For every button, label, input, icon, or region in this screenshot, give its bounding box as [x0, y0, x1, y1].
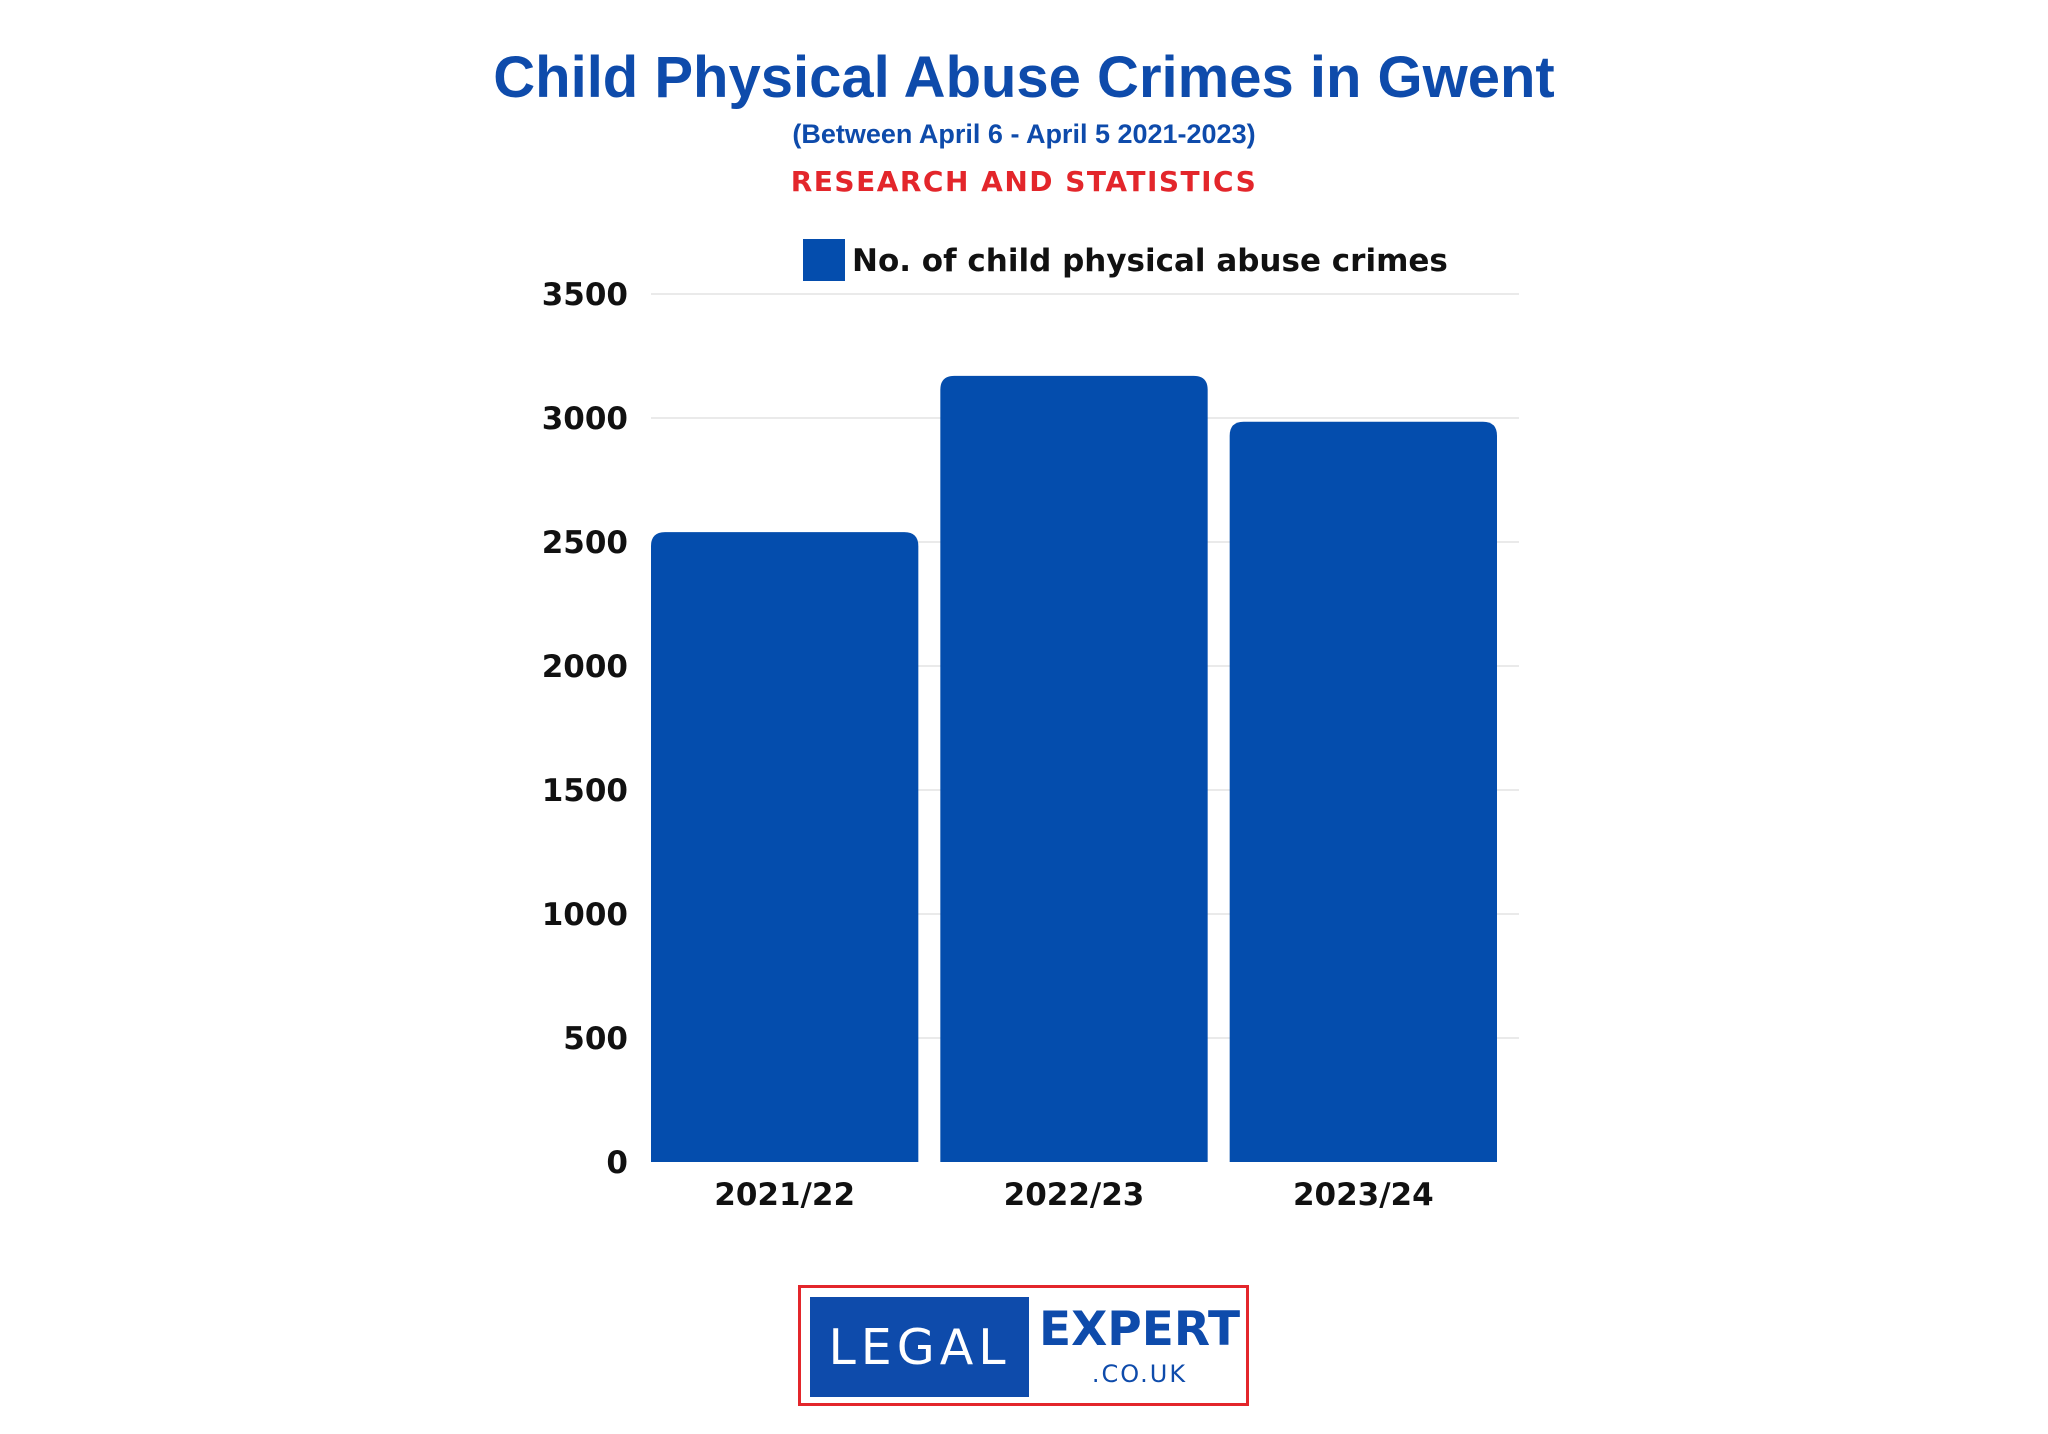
- y-axis-ticks: 0 500 1000 1500 2000 2500 3000 3500: [542, 277, 628, 1181]
- bar-2021-22: [651, 532, 919, 1162]
- logo-expert-text: EXPERT: [1038, 1302, 1241, 1357]
- legend-swatch: [803, 239, 845, 281]
- y-tick-label: 3500: [542, 277, 628, 313]
- bar-2023-24: [1229, 421, 1497, 1163]
- x-tick-label: 2021/22: [714, 1177, 855, 1213]
- chart-title: Child Physical Abuse Crimes in Gwent: [493, 45, 1555, 110]
- y-tick-label: 500: [563, 1021, 628, 1057]
- x-axis-ticks: 2021/22 2022/23 2023/24: [714, 1177, 1433, 1213]
- logo-domain-text: .CO.UK: [1091, 1360, 1188, 1388]
- chart-subtitle: (Between April 6 - April 5 2021-2023): [792, 119, 1256, 149]
- y-tick-label: 3000: [542, 401, 628, 437]
- research-label: RESEARCH AND STATISTICS: [790, 165, 1258, 198]
- bars: [651, 375, 1497, 1163]
- legend: No. of child physical abuse crimes: [803, 239, 1448, 281]
- x-tick-label: 2023/24: [1293, 1177, 1434, 1213]
- bar-2022-23: [940, 375, 1208, 1163]
- y-tick-label: 2000: [542, 649, 628, 685]
- y-tick-label: 1000: [542, 897, 628, 933]
- y-tick-label: 0: [606, 1145, 628, 1181]
- legal-expert-logo: LEGAL EXPERT .CO.UK: [798, 1285, 1249, 1406]
- logo-legal-block: LEGAL: [810, 1297, 1029, 1397]
- y-tick-label: 2500: [542, 525, 628, 561]
- y-tick-label: 1500: [542, 773, 628, 809]
- legend-label: No. of child physical abuse crimes: [852, 243, 1448, 279]
- x-tick-label: 2022/23: [1004, 1177, 1145, 1213]
